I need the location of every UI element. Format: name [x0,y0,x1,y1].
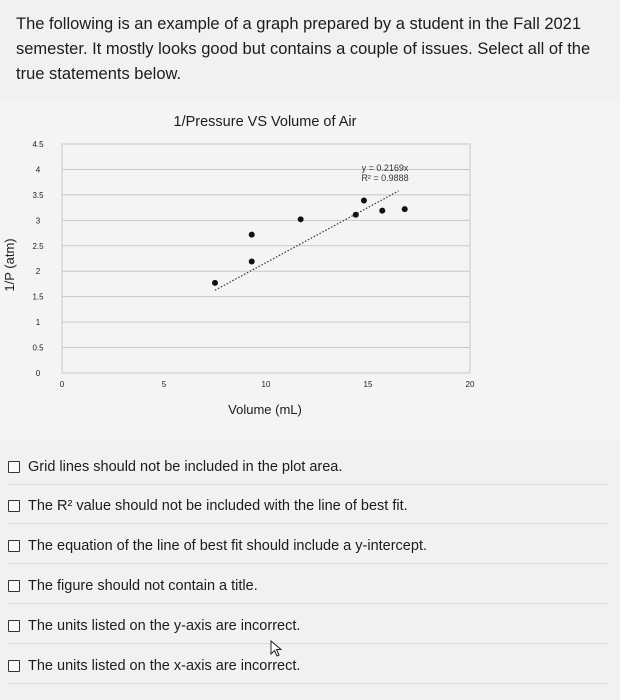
x-tick-labels: 0 5 10 15 20 [60,380,475,389]
checkbox[interactable] [8,620,20,632]
y-tick-label: 0.5 [32,344,44,353]
checkbox[interactable] [8,500,20,512]
option-grid-lines[interactable]: Grid lines should not be included in the… [8,450,608,485]
option-title[interactable]: The figure should not contain a title. [8,569,608,604]
x-tick-label: 10 [262,380,271,389]
chart-background [0,100,620,440]
option-x-units[interactable]: The units listed on the x-axis are incor… [8,649,608,684]
chart: 1/Pressure VS Volume of Air 0 0.5 1 1.5 2 2.5… [0,100,620,440]
question-intro: The following is an example of a graph p… [16,15,591,83]
plot-border [61,143,471,374]
data-point [379,207,386,214]
y-axis-label: 1/P (atm) [2,238,17,291]
option-label: Grid lines should not be included in the… [28,459,343,475]
y-tick-label: 3 [36,216,41,225]
trendline-equation: y = 0.2169x [362,163,409,173]
data-point [401,206,408,213]
data-point [212,279,218,286]
horizontal-gridlines [61,143,471,374]
x-tick-label: 20 [466,380,475,389]
option-label: The equation of the line of best fit sho… [28,538,427,554]
x-tick-label: 15 [364,380,373,389]
data-point [352,211,359,218]
checkbox[interactable] [8,580,20,592]
data-point [248,231,255,238]
chart-title: 1/Pressure VS Volume of Air [174,114,357,130]
mouse-cursor-icon [270,640,283,657]
data-point [360,197,367,204]
option-label: The units listed on the x-axis are incor… [28,658,301,674]
y-tick-label: 4.5 [32,140,44,149]
data-points [212,197,408,286]
option-y-intercept[interactable]: The equation of the line of best fit sho… [8,529,608,564]
checkbox[interactable] [8,461,20,473]
data-point [297,216,304,223]
y-tick-labels: 0 0.5 1 1.5 2 2.5 3 3.5 4 4.5 [32,140,44,378]
y-tick-label: 3.5 [32,191,44,200]
option-label: The units listed on the y-axis are incor… [28,618,301,634]
data-point [248,258,255,265]
checkbox[interactable] [8,660,20,672]
option-r-squared[interactable]: The R² value should not be included with… [8,489,608,524]
x-tick-label: 5 [162,380,167,389]
y-tick-label: 1.5 [32,293,44,302]
y-tick-label: 0 [36,369,41,378]
y-tick-label: 4 [36,165,41,174]
checkbox[interactable] [8,540,20,552]
y-tick-label: 1 [36,318,41,327]
x-tick-label: 0 [60,380,65,389]
scatter-chart: 1/Pressure VS Volume of Air 0 0.5 1 1.5 2 2.5… [0,100,620,440]
x-axis-label: Volume (mL) [228,402,302,417]
option-label: The R² value should not be included with… [28,498,408,514]
y-tick-label: 2.5 [32,242,44,251]
option-y-units[interactable]: The units listed on the y-axis are incor… [8,609,608,644]
y-tick-label: 2 [36,267,41,276]
trendline-r-squared: R² = 0.9888 [361,173,408,183]
option-label: The figure should not contain a title. [28,578,258,594]
